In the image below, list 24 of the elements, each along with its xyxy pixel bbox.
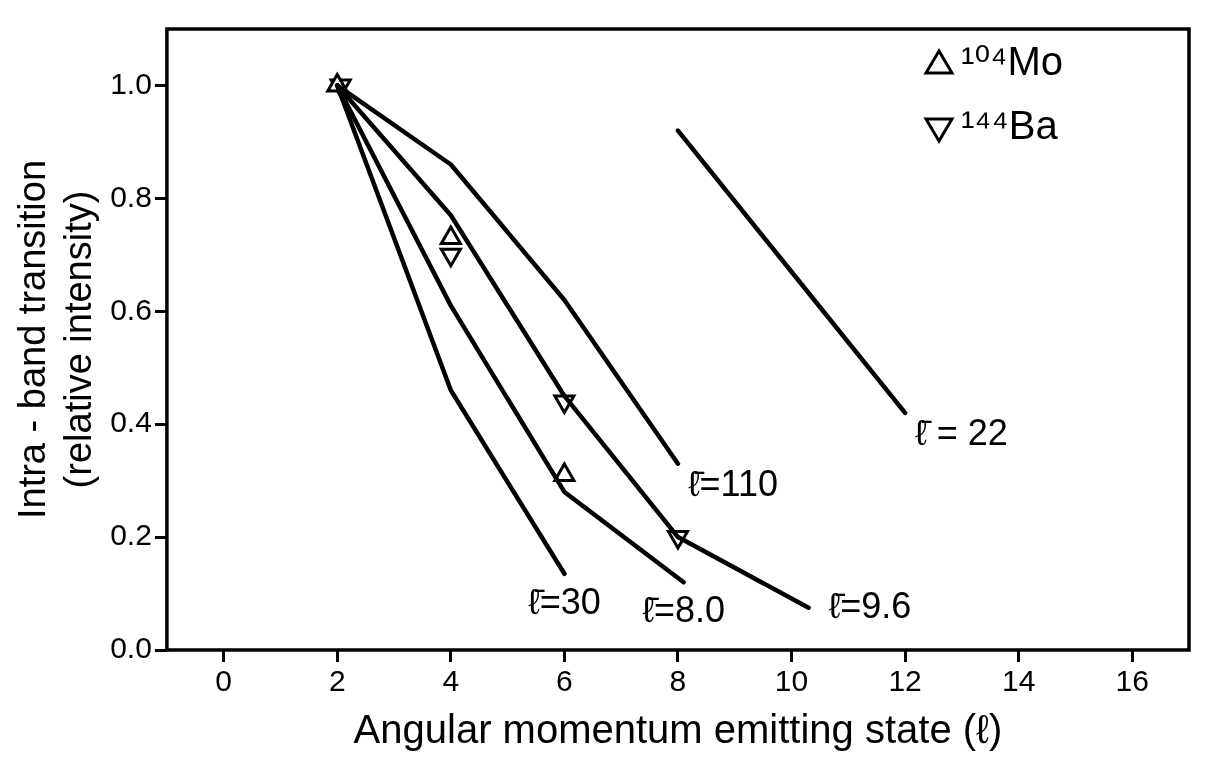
- x-tick-label: 10: [774, 664, 809, 698]
- series-label: ℓ̄=9.6: [828, 584, 912, 626]
- y-tick-label: 0.4: [110, 405, 152, 439]
- y-tick-label: 1.0: [110, 66, 152, 100]
- y-tick-label: 0.2: [110, 518, 152, 552]
- y-tick-label: 0.8: [110, 179, 152, 213]
- y-tick-label: 0.0: [110, 631, 152, 665]
- x-tick-label: 8: [669, 664, 687, 698]
- x-tick-label: 6: [556, 664, 573, 698]
- x-tick-label: 2: [328, 664, 346, 698]
- legend-label: ¹⁰⁴Mo: [961, 39, 1064, 84]
- series-label: ℓ̄=8.0: [642, 589, 725, 631]
- x-tick-label: 0: [215, 664, 233, 698]
- series-label: ℓ̄=30: [528, 580, 601, 622]
- x-axis-title: Angular momentum emitting state (ℓ): [353, 707, 1003, 752]
- x-tick-label: 4: [442, 664, 460, 698]
- series-label: ℓ̄ = 22: [915, 411, 1008, 453]
- series-label: ℓ̄=110: [687, 462, 779, 504]
- y-axis-title: Intra - band transition (relative intensity): [11, 159, 99, 520]
- legend-label: ¹⁴⁴Ba: [961, 103, 1059, 148]
- x-tick-label: 14: [1001, 664, 1036, 698]
- y-tick-label: 0.6: [110, 292, 152, 326]
- x-tick-label: 16: [1115, 664, 1149, 698]
- x-tick-label: 12: [888, 664, 922, 698]
